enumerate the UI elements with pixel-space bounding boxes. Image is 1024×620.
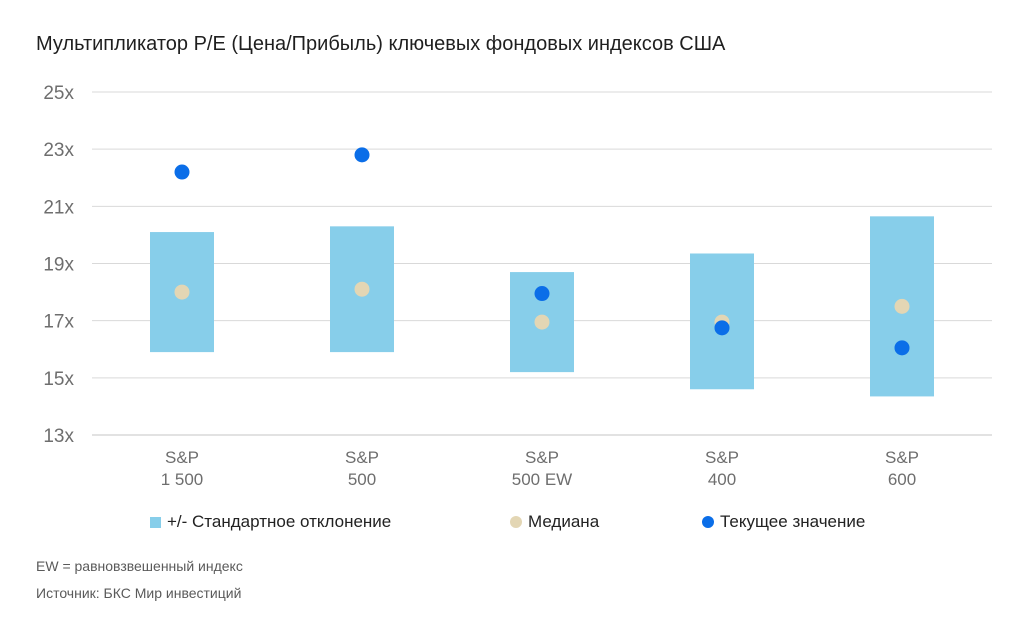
legend-median-swatch xyxy=(510,516,522,528)
x-category-label-line2: 400 xyxy=(708,470,736,489)
x-category-label-line2: 600 xyxy=(888,470,916,489)
legend-median-label: Медиана xyxy=(528,512,600,531)
x-category-label-line1: S&P xyxy=(165,448,199,467)
legend-band-label: +/- Стандартное отклонение xyxy=(167,512,392,531)
note-source: Источник: БКС Мир инвестиций xyxy=(36,585,242,601)
legend-item-band: +/- Стандартное отклонение xyxy=(150,512,391,532)
y-tick-label: 15x xyxy=(43,369,74,390)
y-tick-label: 17x xyxy=(43,312,74,333)
note-ew: EW = равновзвешенный индекс xyxy=(36,558,243,574)
median-dot xyxy=(174,284,190,300)
x-category-label-line1: S&P xyxy=(705,448,739,467)
x-category-label-line2: 500 EW xyxy=(512,470,572,489)
y-tick-label: 19x xyxy=(43,255,74,276)
current-dot xyxy=(894,340,910,356)
x-category-label-line1: S&P xyxy=(525,448,559,467)
current-dot xyxy=(534,286,550,302)
median-dot xyxy=(534,314,550,330)
x-category-label-line2: 1 500 xyxy=(161,470,204,489)
legend-band-swatch xyxy=(150,516,161,528)
x-category-label-line1: S&P xyxy=(345,448,379,467)
chart-title: Мультипликатор P/E (Цена/Прибыль) ключев… xyxy=(36,33,726,55)
legend-item-current: Текущее значение xyxy=(702,512,865,532)
median-dot xyxy=(354,281,370,297)
current-dot xyxy=(714,320,730,336)
x-category-label-line2: 500 xyxy=(348,470,376,489)
y-tick-label: 25x xyxy=(43,83,74,104)
current-dot xyxy=(174,164,190,180)
x-category-label-line1: S&P xyxy=(885,448,919,467)
legend-current-swatch xyxy=(702,516,714,528)
legend-current-label: Текущее значение xyxy=(720,512,866,531)
median-dot xyxy=(894,298,910,314)
y-tick-label: 23x xyxy=(43,140,74,161)
current-dot xyxy=(354,147,370,163)
legend-item-median: Медиана xyxy=(510,512,599,532)
y-tick-label: 13x xyxy=(43,426,74,447)
y-tick-label: 21x xyxy=(43,197,74,218)
